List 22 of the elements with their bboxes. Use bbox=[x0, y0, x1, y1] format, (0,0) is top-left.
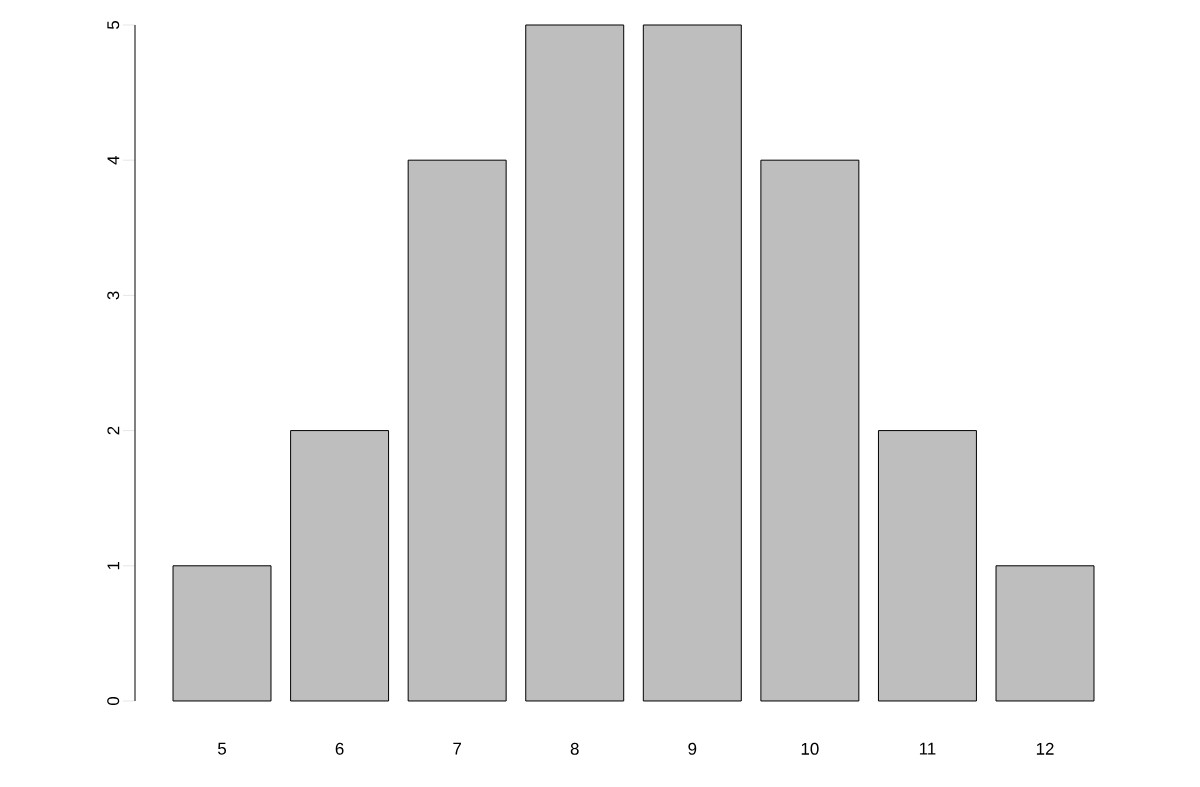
bar bbox=[642, 24, 742, 702]
bar bbox=[407, 159, 507, 702]
y-tick-label: 1 bbox=[107, 561, 120, 570]
bar bbox=[995, 565, 1095, 702]
x-tick-label: 12 bbox=[1036, 742, 1054, 755]
x-tick-label: 6 bbox=[335, 742, 344, 755]
y-tick-label: 4 bbox=[107, 155, 120, 165]
x-tick-label: 7 bbox=[453, 742, 462, 755]
y-tick-label: 0 bbox=[107, 696, 120, 706]
y-tick-label: 5 bbox=[107, 20, 120, 30]
bar bbox=[525, 24, 625, 702]
x-tick-label: 10 bbox=[801, 742, 819, 755]
y-tick-label: 3 bbox=[107, 291, 120, 300]
bar bbox=[877, 430, 977, 702]
x-tick-label: 5 bbox=[217, 742, 227, 755]
x-tick-label: 8 bbox=[570, 742, 579, 755]
bar bbox=[760, 159, 860, 702]
y-tick-label: 2 bbox=[107, 426, 120, 435]
bar bbox=[172, 565, 272, 702]
x-tick-label: 11 bbox=[919, 742, 936, 755]
bar bbox=[290, 430, 390, 702]
x-tick-label: 9 bbox=[688, 742, 697, 755]
